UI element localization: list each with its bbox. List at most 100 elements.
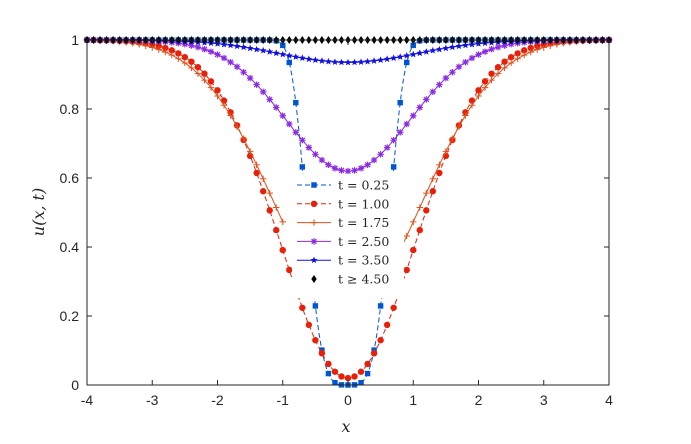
data-point [383, 144, 391, 151]
data-point [423, 207, 430, 214]
legend-entry: t = 1.00 [297, 196, 389, 211]
data-point [416, 104, 423, 111]
legend: t = 0.25 t = 1.00 t = 1.75 t = 2.50 t = 3.50… [292, 174, 404, 298]
data-point [319, 347, 325, 353]
data-point [273, 204, 280, 211]
data-point [305, 55, 313, 63]
data-point [416, 226, 423, 234]
legend-entry: t = 0.25 [297, 178, 389, 193]
data-point [429, 46, 437, 54]
data-point [272, 49, 280, 57]
data-point [286, 59, 292, 66]
data-point [377, 56, 385, 64]
data-point [292, 129, 299, 136]
data-point [442, 44, 450, 52]
data-point [207, 48, 215, 55]
data-point [377, 303, 384, 309]
y-axis-label: u(x, t) [29, 188, 48, 236]
data-point [351, 373, 358, 380]
data-point [488, 76, 495, 84]
data-point [240, 43, 248, 51]
data-point [305, 321, 313, 329]
data-point [240, 135, 247, 142]
data-point [455, 42, 463, 50]
x-tick-label: 1 [409, 392, 417, 408]
data-point [442, 74, 450, 82]
data-point [194, 63, 202, 71]
data-point [507, 53, 515, 61]
data-point [423, 189, 430, 197]
data-point [337, 58, 345, 66]
data-point [233, 63, 241, 71]
data-point [468, 40, 476, 48]
y-tick-label: 0.8 [60, 101, 80, 117]
data-point [318, 57, 326, 64]
data-point [162, 44, 169, 52]
data-point [149, 44, 156, 51]
data-point [449, 68, 456, 76]
data-point [253, 169, 260, 177]
data-point [461, 41, 469, 49]
data-point [403, 266, 410, 274]
data-point [357, 165, 365, 172]
legend-label: t = 3.50 [338, 253, 389, 268]
data-point [280, 42, 286, 49]
x-tick-label: -3 [146, 392, 159, 408]
legend-entry: t ≥ 4.50 [311, 272, 389, 287]
data-point [324, 57, 332, 65]
data-point [325, 370, 332, 377]
data-point [227, 41, 235, 49]
data-point [253, 161, 260, 169]
data-point [266, 189, 273, 197]
axes: -4 -3 -2 -1 0 1 2 3 4 0 0.2 0.4 0.6 0.8 1 [60, 32, 614, 408]
legend-box [292, 174, 404, 298]
data-point [168, 47, 176, 54]
data-point [227, 112, 234, 119]
legend-marker [310, 200, 318, 207]
data-point [357, 58, 365, 66]
data-point [488, 70, 495, 77]
data-point [442, 148, 450, 155]
x-tick-label: -2 [211, 392, 224, 408]
data-point [188, 64, 195, 72]
data-point [371, 347, 377, 353]
data-point [240, 68, 247, 76]
data-point [214, 92, 221, 100]
data-point [351, 167, 358, 174]
data-point [279, 112, 286, 119]
data-point [494, 43, 502, 51]
data-point [403, 51, 411, 59]
legend-label: t ≥ 4.50 [338, 272, 389, 287]
y-tick-label: 0.6 [60, 170, 80, 186]
data-point [462, 58, 469, 66]
data-point [331, 165, 339, 172]
data-point [390, 54, 398, 62]
x-tick-label: -4 [81, 392, 94, 408]
data-point [246, 74, 254, 82]
data-point [201, 76, 208, 84]
data-point [501, 64, 508, 72]
data-point [396, 53, 404, 60]
data-point [462, 112, 469, 119]
data-point [344, 58, 352, 66]
data-point [468, 54, 476, 62]
data-point [397, 99, 403, 106]
legend-marker [310, 238, 318, 245]
data-point [338, 373, 345, 380]
data-point [494, 70, 502, 77]
data-point [311, 56, 319, 64]
data-point [481, 48, 489, 55]
data-point [514, 55, 521, 62]
data-point [383, 55, 391, 63]
data-point [286, 120, 293, 128]
data-point [540, 44, 547, 51]
data-point [416, 204, 423, 211]
data-point [168, 51, 176, 59]
x-tick-label: 4 [605, 392, 613, 408]
data-point [259, 46, 267, 54]
data-point [364, 370, 371, 377]
data-point [514, 50, 521, 57]
legend-entry: t = 2.50 [297, 234, 389, 249]
data-point [214, 51, 221, 58]
